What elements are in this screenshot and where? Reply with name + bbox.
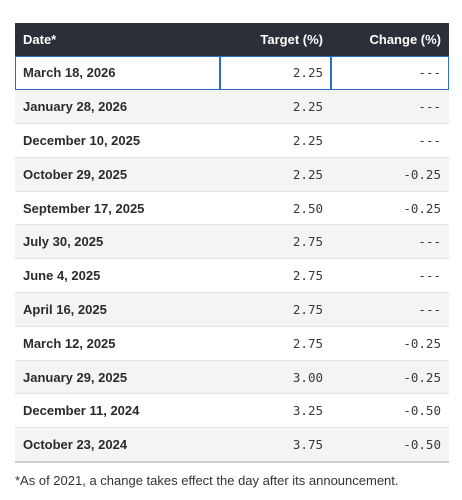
date-cell[interactable]: September 17, 2025	[15, 190, 220, 225]
date-cell[interactable]: December 11, 2024	[15, 393, 220, 428]
date-cell[interactable]: October 29, 2025	[15, 156, 220, 192]
target-cell[interactable]: 3.75	[220, 427, 331, 463]
change-cell[interactable]: ---	[331, 292, 449, 327]
target-cell[interactable]: 2.25	[220, 55, 331, 90]
table-row[interactable]: March 12, 2025 2.75 -0.25	[15, 325, 449, 361]
date-cell[interactable]: January 28, 2026	[15, 89, 220, 124]
table-row[interactable]: June 4, 2025 2.75 ---	[15, 258, 449, 293]
date-cell[interactable]: July 30, 2025	[15, 224, 220, 259]
change-cell[interactable]: -0.25	[331, 190, 449, 225]
table-row[interactable]: December 10, 2025 2.25 ---	[15, 123, 449, 158]
target-cell[interactable]: 3.00	[220, 359, 331, 394]
change-cell[interactable]: ---	[331, 123, 449, 158]
target-cell[interactable]: 2.50	[220, 190, 331, 225]
change-cell[interactable]: -0.25	[331, 359, 449, 394]
target-cell[interactable]: 2.75	[220, 325, 331, 361]
table-body: March 18, 2026 2.25 --- January 28, 2026…	[15, 55, 449, 463]
table-row[interactable]: December 11, 2024 3.25 -0.50	[15, 393, 449, 428]
column-header-date[interactable]: Date*	[23, 31, 57, 47]
target-cell[interactable]: 3.25	[220, 393, 331, 428]
change-cell[interactable]: ---	[331, 55, 449, 90]
change-cell[interactable]: -0.25	[331, 325, 449, 361]
table-row[interactable]: April 16, 2025 2.75 ---	[15, 292, 449, 327]
date-cell[interactable]: October 23, 2024	[15, 427, 220, 463]
target-cell[interactable]: 2.25	[220, 156, 331, 192]
target-cell[interactable]: 2.25	[220, 89, 331, 124]
target-cell[interactable]: 2.75	[220, 224, 331, 259]
date-cell[interactable]: April 16, 2025	[15, 292, 220, 327]
table-row[interactable]: September 17, 2025 2.50 -0.25	[15, 190, 449, 225]
target-cell[interactable]: 2.25	[220, 123, 331, 158]
date-cell[interactable]: March 12, 2025	[15, 325, 220, 361]
date-cell[interactable]: March 18, 2026	[15, 55, 220, 90]
column-header-change[interactable]: Change (%)	[369, 31, 442, 47]
table-header: Date* Target (%) Change (%)	[15, 23, 449, 56]
change-cell[interactable]: ---	[331, 258, 449, 293]
footnote: *As of 2021, a change takes effect the d…	[15, 473, 399, 488]
column-header-target[interactable]: Target (%)	[260, 31, 323, 47]
date-cell[interactable]: June 4, 2025	[15, 258, 220, 293]
table-row[interactable]: July 30, 2025 2.75 ---	[15, 224, 449, 259]
table-row[interactable]: October 29, 2025 2.25 -0.25	[15, 156, 449, 192]
date-cell[interactable]: January 29, 2025	[15, 359, 220, 394]
change-cell[interactable]: ---	[331, 89, 449, 124]
table-row[interactable]: October 23, 2024 3.75 -0.50	[15, 427, 449, 463]
change-cell[interactable]: -0.50	[331, 427, 449, 463]
target-cell[interactable]: 2.75	[220, 292, 331, 327]
change-cell[interactable]: -0.50	[331, 393, 449, 428]
change-cell[interactable]: -0.25	[331, 156, 449, 192]
rate-table: Date* Target (%) Change (%) March 18, 20…	[15, 23, 449, 463]
table-row[interactable]: January 29, 2025 3.00 -0.25	[15, 359, 449, 394]
header-row: Date* Target (%) Change (%)	[15, 23, 449, 56]
date-cell[interactable]: December 10, 2025	[15, 123, 220, 158]
target-cell[interactable]: 2.75	[220, 258, 331, 293]
table-row[interactable]: March 18, 2026 2.25 ---	[15, 55, 449, 90]
table-row[interactable]: January 28, 2026 2.25 ---	[15, 89, 449, 124]
change-cell[interactable]: ---	[331, 224, 449, 259]
